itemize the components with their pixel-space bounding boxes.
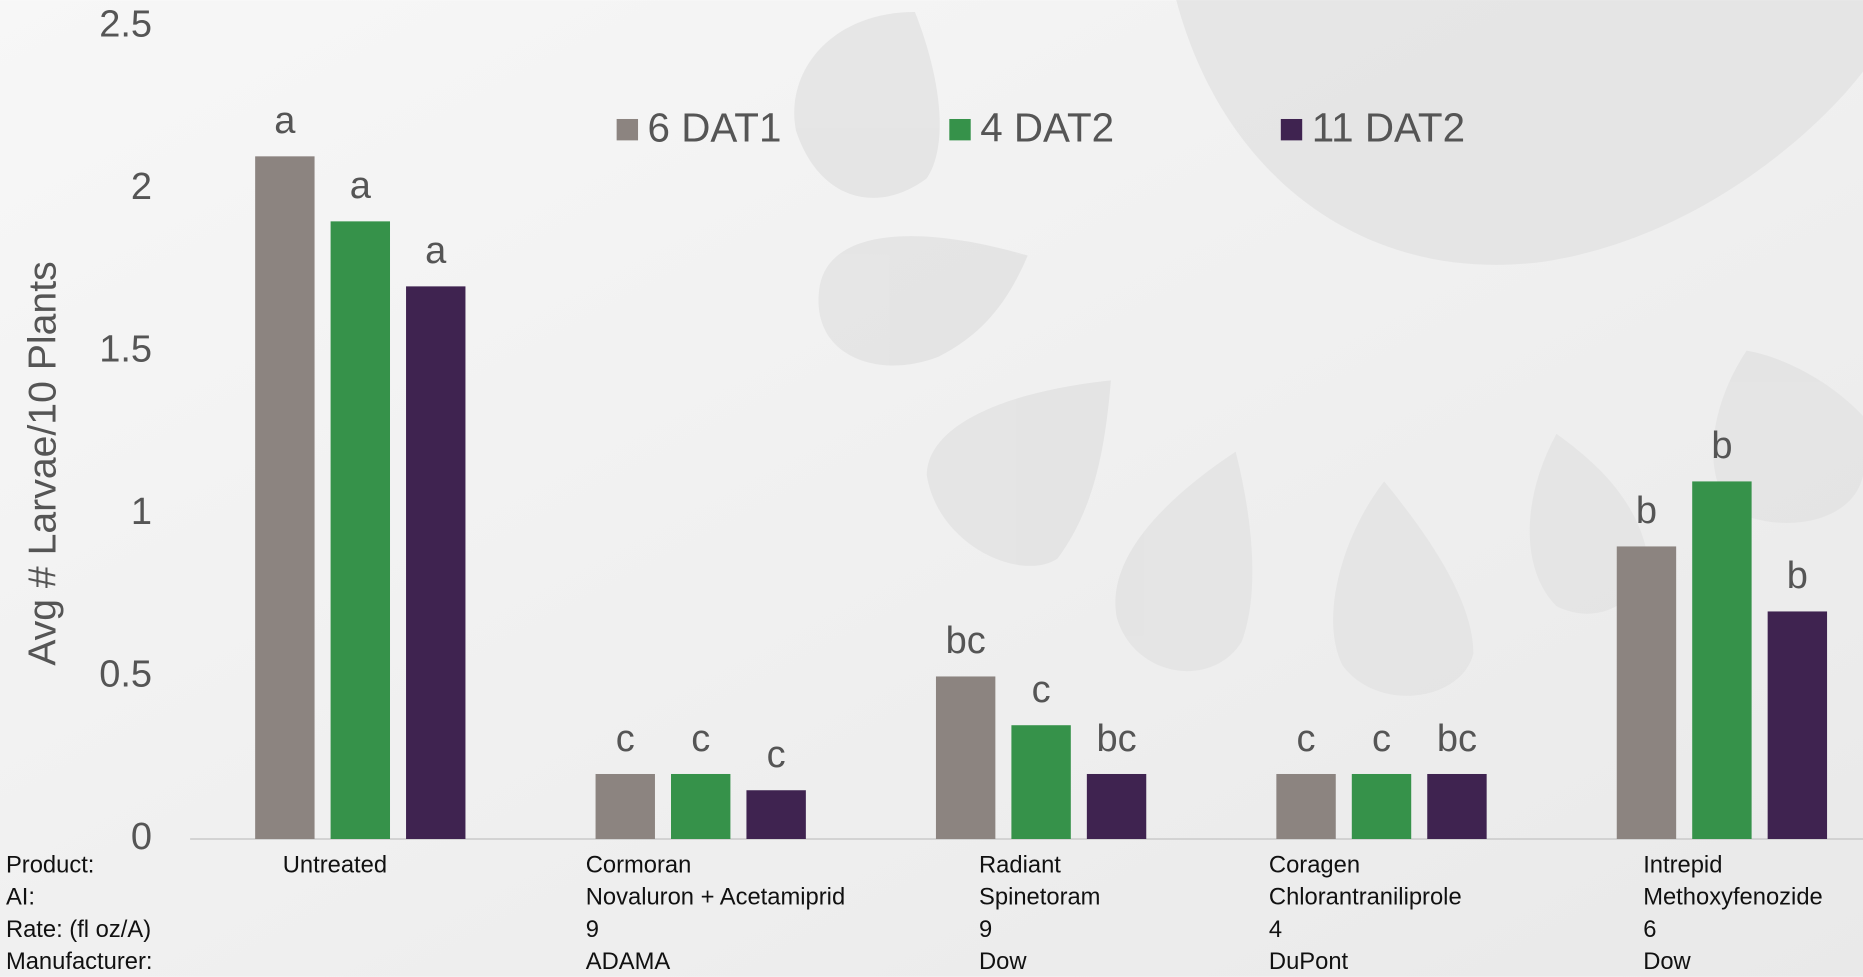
row-label: Product: [6, 852, 94, 879]
legend-label: 11 DAT2 [1312, 105, 1465, 151]
y-tick-label: 1 [131, 491, 152, 533]
category-detail: Spinetoram [979, 884, 1100, 911]
category-detail: 6 [1643, 916, 1656, 943]
legend-label: 4 DAT2 [980, 105, 1114, 151]
category-detail: Novaluron + Acetamiprid [586, 884, 845, 911]
bar [1692, 481, 1752, 840]
legend-swatch [949, 118, 971, 141]
legend-swatch [616, 118, 639, 141]
x-tick-label: Intrepid [1643, 852, 1722, 879]
bar-letter: c [1032, 669, 1051, 711]
row-label: Rate: (fl oz/A) [6, 916, 151, 943]
category-detail: Dow [979, 948, 1027, 975]
y-tick-label: 2 [131, 166, 152, 208]
bar [1427, 773, 1487, 840]
bar [1616, 546, 1677, 840]
bar [595, 773, 655, 840]
category-detail: Chlorantraniliprole [1269, 884, 1462, 911]
category-detail: DuPont [1269, 948, 1349, 975]
bar [935, 676, 996, 840]
bar-letter: b [1787, 555, 1808, 597]
category-detail: Methoxyfenozide [1643, 884, 1823, 911]
bar-letter: c [1372, 718, 1391, 760]
bar-letter: a [274, 100, 296, 142]
category-detail: 9 [979, 916, 992, 943]
category-detail: 4 [1269, 916, 1282, 943]
bar-letter: bc [946, 620, 986, 662]
row-label: Manufacturer: [6, 948, 153, 975]
bar-letter: a [350, 165, 372, 207]
y-tick-label: 0 [131, 816, 152, 858]
y-tick-label: 1.5 [99, 328, 152, 370]
bar [1276, 773, 1336, 840]
y-tick-label: 0.5 [99, 654, 152, 696]
bar-letter: c [616, 718, 635, 760]
x-tick-label: Untreated [283, 852, 387, 879]
bar-letter: bc [1437, 718, 1477, 760]
x-tick-label: Coragen [1269, 852, 1360, 879]
legend-label: 6 DAT1 [648, 105, 782, 151]
category-detail: ADAMA [586, 948, 671, 975]
category-detail: 9 [586, 916, 599, 943]
bar [255, 156, 315, 840]
bar [1011, 725, 1071, 840]
y-tick-label: 2.5 [99, 3, 152, 45]
bar-letter: a [425, 230, 447, 272]
bar [671, 773, 731, 840]
bar-letter: c [767, 734, 786, 776]
legend-swatch [1280, 118, 1303, 141]
bar [1086, 773, 1147, 840]
bar-letter: b [1711, 425, 1732, 467]
y-axis-label: Avg # Larvae/10 Plants [22, 261, 65, 665]
bar-letter: b [1636, 490, 1657, 532]
x-tick-label: Radiant [979, 852, 1061, 879]
bar [330, 221, 391, 840]
category-detail: Dow [1643, 948, 1691, 975]
x-tick-label: Cormoran [586, 852, 692, 879]
bar [746, 790, 806, 840]
bar [1767, 611, 1828, 840]
bar-letter: c [1297, 718, 1316, 760]
bar [1351, 773, 1412, 840]
bar-letter: bc [1096, 718, 1136, 760]
row-label: AI: [6, 884, 35, 911]
bar-letter: c [691, 718, 710, 760]
decoration [794, 0, 1863, 696]
bar [406, 286, 466, 840]
